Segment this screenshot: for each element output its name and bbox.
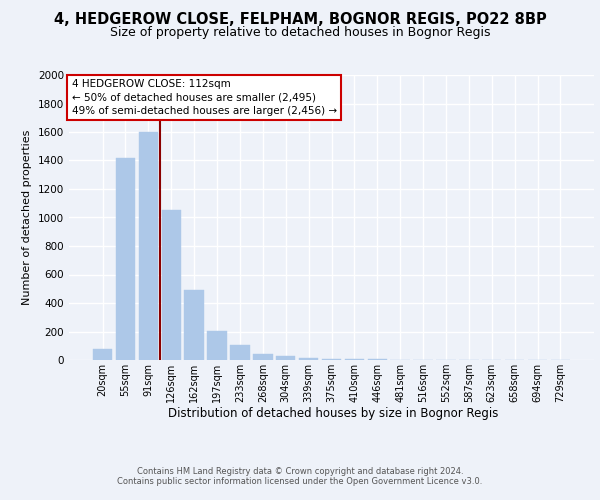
Bar bbox=[322, 358, 341, 360]
Text: 4, HEDGEROW CLOSE, FELPHAM, BOGNOR REGIS, PO22 8BP: 4, HEDGEROW CLOSE, FELPHAM, BOGNOR REGIS… bbox=[53, 12, 547, 28]
Bar bbox=[208, 331, 227, 360]
Bar bbox=[184, 290, 204, 360]
Text: Size of property relative to detached houses in Bognor Regis: Size of property relative to detached ho… bbox=[110, 26, 490, 39]
Bar bbox=[230, 345, 250, 360]
Bar bbox=[139, 132, 158, 360]
Bar bbox=[299, 358, 319, 360]
Text: Contains HM Land Registry data © Crown copyright and database right 2024.: Contains HM Land Registry data © Crown c… bbox=[137, 468, 463, 476]
Text: Distribution of detached houses by size in Bognor Regis: Distribution of detached houses by size … bbox=[168, 408, 498, 420]
Text: Contains public sector information licensed under the Open Government Licence v3: Contains public sector information licen… bbox=[118, 478, 482, 486]
Bar bbox=[253, 354, 272, 360]
Text: 4 HEDGEROW CLOSE: 112sqm
← 50% of detached houses are smaller (2,495)
49% of sem: 4 HEDGEROW CLOSE: 112sqm ← 50% of detach… bbox=[71, 80, 337, 116]
Bar bbox=[116, 158, 135, 360]
Bar bbox=[93, 348, 112, 360]
Bar bbox=[276, 356, 295, 360]
Bar bbox=[161, 210, 181, 360]
Y-axis label: Number of detached properties: Number of detached properties bbox=[22, 130, 32, 305]
